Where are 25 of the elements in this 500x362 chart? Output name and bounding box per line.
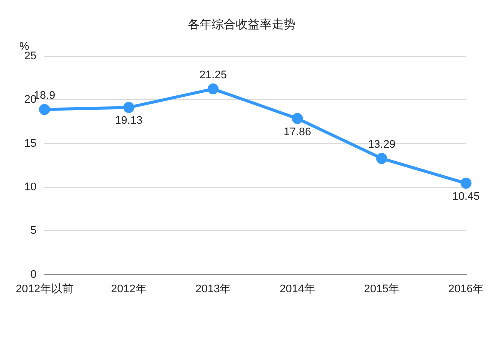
point xyxy=(39,104,50,116)
point xyxy=(124,102,135,114)
x-tick-label: 2012年 xyxy=(111,283,147,296)
x-tick-label: 2014年 xyxy=(280,283,316,296)
point xyxy=(376,153,388,164)
y-tick-label: 20 xyxy=(24,94,37,106)
x-tick-label: 2012年以前 xyxy=(16,282,74,296)
data-label: 10.45 xyxy=(452,191,480,204)
x-tick-label: 2015年 xyxy=(364,283,400,296)
point xyxy=(208,84,219,95)
chart-title: 各年综合收益率走势 xyxy=(188,18,296,32)
data-label: 21.25 xyxy=(200,70,228,82)
x-tick-label: 2016年 xyxy=(448,283,484,296)
y-axis-title: % xyxy=(20,40,30,53)
y-tick-label: 25 xyxy=(24,50,37,62)
y-tick-label: 10 xyxy=(24,181,37,194)
y-tick-label: 0 xyxy=(30,268,37,281)
y-tick-label: 15 xyxy=(24,138,37,150)
x-tick-label: 2013年 xyxy=(196,283,232,296)
point xyxy=(292,113,304,124)
data-label: 17.86 xyxy=(284,126,312,138)
y-tick-label: 5 xyxy=(30,225,37,238)
data-label: 13.29 xyxy=(368,139,396,152)
data-label: 19.13 xyxy=(115,115,143,128)
point xyxy=(460,178,472,190)
